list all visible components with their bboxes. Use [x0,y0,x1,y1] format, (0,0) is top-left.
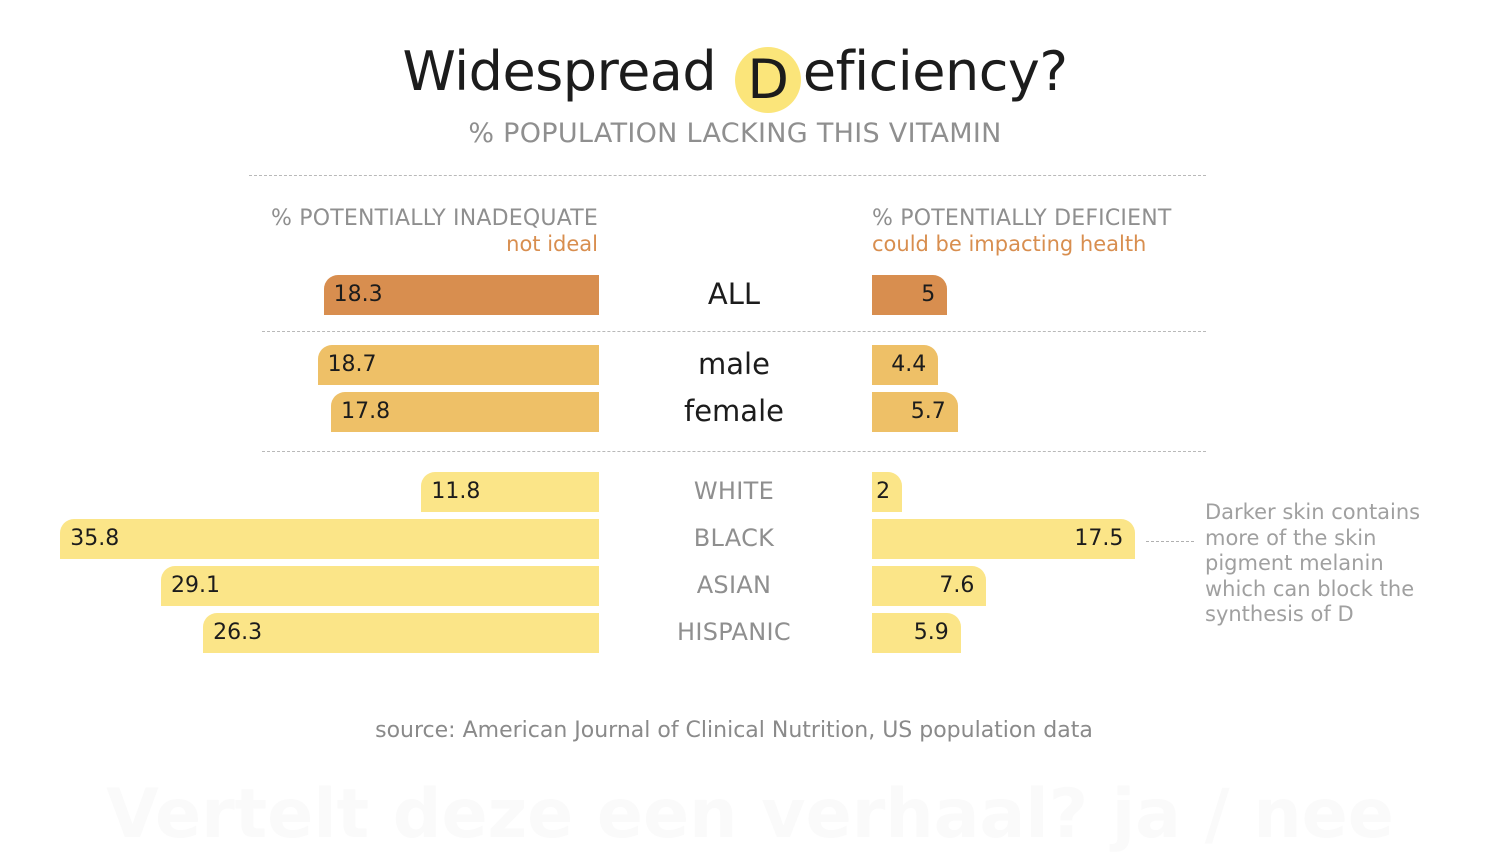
bar-deficient-all: 5 [872,275,948,315]
category-label-male: male [698,347,770,382]
bar-deficient-asian: 7.6 [872,566,987,606]
bar-deficient-female: 5.7 [872,392,958,432]
top-divider [249,175,1206,176]
title-highlight-d: D [734,47,801,113]
data-label-deficient-black: 17.5 [1074,526,1124,551]
category-label-black: BLACK [693,524,775,553]
right-header-subtitle: could be impacting health [872,232,1147,256]
bar-inadequate-black: 35.8 [60,519,599,559]
category-label-asian: ASIAN [696,571,772,600]
left-header-title: % POTENTIALLY INADEQUATE [270,206,598,231]
watermark-text: Vertelt deze een verhaal? ja / nee [106,775,1394,854]
data-label-deficient-asian: 7.6 [939,573,975,598]
data-label-deficient-male: 4.4 [891,352,927,377]
data-label-deficient-all: 5 [921,282,936,307]
category-label-white: WHITE [693,477,775,506]
bar-inadequate-male: 18.7 [317,345,599,385]
data-label-inadequate-male: 18.7 [327,352,377,377]
bar-inadequate-female: 17.8 [331,392,599,432]
bar-deficient-black: 17.5 [872,519,1136,559]
data-label-inadequate-black: 35.8 [70,526,120,551]
category-label-all: ALL [707,277,761,312]
data-label-inadequate-hispanic: 26.3 [213,620,263,645]
data-label-inadequate-white: 11.8 [431,479,481,504]
source-note: source: American Journal of Clinical Nut… [375,718,1093,743]
title-after: eficiency? [802,40,1068,103]
data-label-deficient-hispanic: 5.9 [913,620,949,645]
divider-all [262,331,1206,332]
data-label-inadequate-female: 17.8 [341,399,391,424]
data-label-inadequate-all: 18.3 [333,282,383,307]
category-label-female: female [684,394,784,429]
bar-inadequate-hispanic: 26.3 [203,613,599,653]
bar-deficient-male: 4.4 [872,345,939,385]
bar-deficient-white: 2 [872,472,903,512]
right-header-title: % POTENTIALLY DEFICIENT [872,206,1172,231]
left-header-subtitle: not ideal [506,232,598,256]
bar-inadequate-all: 18.3 [323,275,599,315]
data-label-deficient-white: 2 [876,479,891,504]
data-label-deficient-female: 5.7 [910,399,946,424]
chart-subtitle: % POPULATION LACKING THIS VITAMIN [468,118,1002,149]
data-label-inadequate-asian: 29.1 [171,573,221,598]
note-connector [1146,541,1194,542]
title-before: Widespread [402,40,733,103]
category-label-hispanic: HISPANIC [677,618,791,647]
annotation-note: Darker skin contains more of the skin pi… [1205,500,1421,626]
divider-sex [262,451,1206,452]
bar-inadequate-asian: 29.1 [161,566,599,606]
bar-deficient-hispanic: 5.9 [872,613,961,653]
bar-inadequate-white: 11.8 [421,472,599,512]
